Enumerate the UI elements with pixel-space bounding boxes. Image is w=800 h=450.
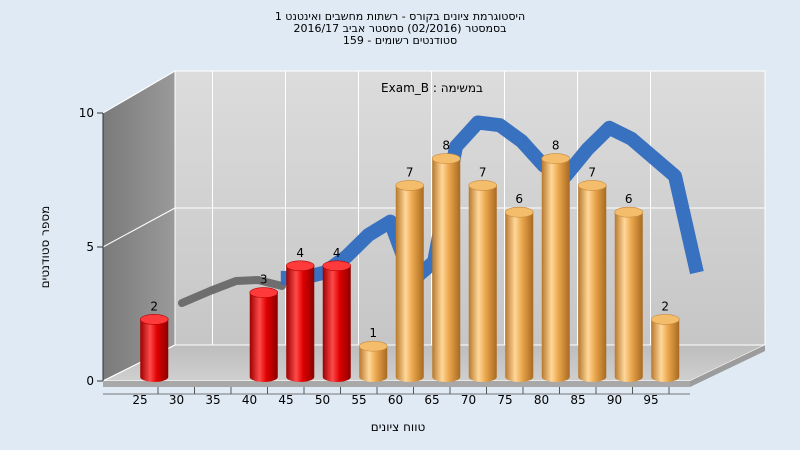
bar-92.5	[614, 206, 644, 382]
x-tick-label: 50	[315, 393, 330, 407]
bar-value-label: 8	[442, 139, 450, 153]
bar-body	[614, 212, 643, 382]
y-tick-label: 5	[86, 240, 94, 254]
chart-title-line-1: היסטוגרמת ציונים בקורס - רשתות מחשבים וא…	[274, 10, 526, 23]
bar-body	[505, 212, 534, 382]
bar-62.5	[395, 180, 425, 382]
chart-subtitle: במשימה : Exam_B	[381, 81, 483, 95]
bar-top	[468, 180, 498, 191]
floor-right-edge	[690, 345, 765, 387]
bar-top	[650, 314, 680, 325]
x-tick-label: 90	[607, 393, 622, 407]
x-tick-label: 95	[643, 393, 658, 407]
axes: 0 5 10 25 30 35 40 45 50 55 60 65 70 75 80 85 90 95	[79, 106, 690, 407]
bar-value-labels: 2 3 4 4 1 7 8 7 6 8 7 6 2	[150, 139, 669, 341]
bar-87.5	[577, 180, 607, 382]
bar-body	[249, 292, 278, 382]
bar-value-label: 2	[661, 299, 669, 313]
bar-body	[541, 158, 570, 382]
bar-body	[468, 185, 497, 382]
bar-72.5	[468, 180, 498, 382]
floor-front-edge	[103, 381, 690, 387]
y-tick-label: 10	[79, 106, 94, 120]
bar-value-label: 3	[260, 273, 268, 287]
x-tick-label: 85	[570, 393, 585, 407]
x-tick-label: 40	[242, 393, 257, 407]
bar-57.5	[358, 340, 388, 382]
bar-value-label: 7	[588, 165, 596, 179]
bar-27.5	[139, 314, 169, 382]
trend-shadow-segment	[178, 276, 286, 307]
chart-title-line-2: בסמסטר (02/2016) סמסטר אביב 2016/17	[293, 22, 507, 35]
x-tick-label: 25	[132, 393, 147, 407]
grid-line-side-5	[102, 207, 176, 248]
y-axis-title: מספר סטודנטים	[38, 206, 52, 289]
x-tick-label: 75	[497, 393, 512, 407]
bar-top	[614, 206, 644, 218]
grid-line-side-10	[102, 70, 176, 114]
bar-top	[431, 153, 461, 164]
x-tick-label: 30	[169, 393, 184, 407]
bar-body	[432, 158, 461, 382]
bar-top	[358, 340, 388, 352]
x-axis-title: טווח ציונים	[371, 420, 426, 434]
bar-top	[285, 260, 315, 272]
bar-value-label: 4	[296, 246, 304, 260]
bar-47.5	[285, 260, 315, 382]
bar-82.5	[541, 153, 571, 382]
bar-value-label: 6	[625, 192, 633, 206]
bar-value-label: 2	[150, 299, 158, 313]
x-tick-label: 70	[461, 393, 476, 407]
bar-body	[286, 265, 315, 382]
bar-top	[541, 153, 571, 164]
chart-title-line-3: סטודנטים רשומים - 159	[342, 34, 458, 47]
bar-top	[322, 260, 352, 272]
bar-body	[140, 319, 169, 382]
trend-line	[280, 115, 704, 288]
bar-series	[139, 153, 680, 382]
bar-body	[651, 319, 680, 382]
x-tick-label: 35	[205, 393, 220, 407]
x-tick-label: 45	[278, 393, 293, 407]
bar-top	[577, 180, 607, 191]
bar-value-label: 8	[552, 139, 560, 153]
bar-body	[359, 346, 388, 382]
bar-top	[139, 314, 169, 325]
x-tick-label: 65	[424, 393, 439, 407]
bar-top	[249, 287, 279, 298]
y-tick-label: 0	[86, 374, 94, 388]
x-tick-label: 80	[534, 393, 549, 407]
trend-series	[178, 115, 704, 307]
bar-value-label: 1	[369, 326, 377, 340]
bar-value-label: 6	[515, 192, 523, 206]
bar-67.5	[431, 153, 461, 382]
bar-value-label: 7	[479, 165, 487, 179]
bar-52.5	[322, 260, 352, 382]
bar-value-label: 4	[333, 246, 341, 260]
x-tick-label: 60	[388, 393, 403, 407]
bar-body	[578, 185, 607, 382]
bar-body	[395, 185, 424, 382]
bar-top	[504, 206, 534, 218]
bar-value-label: 7	[406, 165, 414, 179]
x-tick-label: 55	[351, 393, 366, 407]
bar-body	[322, 265, 351, 382]
bar-97.5	[650, 314, 680, 382]
bar-top	[395, 180, 425, 191]
bar-77.5	[504, 206, 534, 382]
bar-42.5	[249, 287, 279, 382]
